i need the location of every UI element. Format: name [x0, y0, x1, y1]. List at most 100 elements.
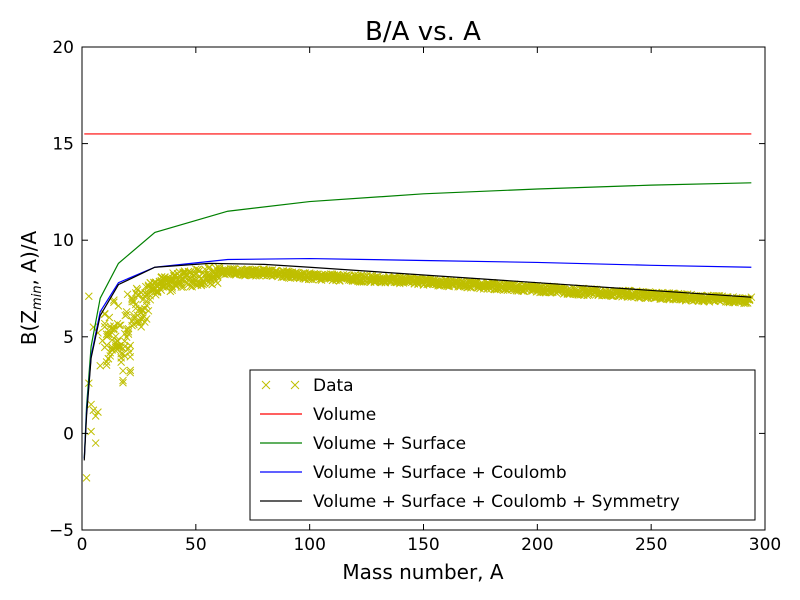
x-tick-label: 50 — [185, 535, 207, 555]
data-point — [261, 380, 271, 390]
data-point — [87, 400, 95, 409]
x-tick-label: 300 — [749, 535, 781, 555]
data-point — [125, 348, 134, 357]
data-point — [624, 286, 633, 295]
data-point — [157, 273, 166, 281]
data-point — [110, 296, 118, 304]
data-point — [747, 293, 756, 302]
data-point — [213, 279, 222, 288]
legend-box — [249, 369, 756, 521]
y-tick-label: 20 — [52, 38, 74, 58]
data-point — [290, 380, 300, 390]
data-point — [128, 297, 136, 306]
data-point — [670, 289, 678, 298]
data-point — [124, 330, 133, 338]
data-point — [96, 361, 105, 370]
data-point — [137, 288, 146, 297]
data-point — [87, 427, 95, 436]
data-point — [126, 341, 135, 350]
x-tick-label: 200 — [521, 535, 553, 555]
data-point — [715, 291, 724, 300]
legend-label: Volume — [313, 405, 376, 425]
y-tick-label: 0 — [63, 424, 74, 444]
legend-entry: Data — [261, 376, 354, 396]
data-point — [105, 313, 114, 322]
plot-frame — [81, 46, 766, 531]
data-point — [180, 267, 189, 275]
legend: Data Volume Volume + Surface Volume + Surfa… — [249, 369, 756, 521]
y-tick-label: 5 — [63, 328, 74, 348]
x-axis-label: Mass number, A — [342, 560, 503, 584]
data-point — [110, 324, 118, 333]
data-point — [100, 319, 109, 328]
y-tick-label: 10 — [52, 231, 74, 251]
data-point — [124, 327, 133, 336]
x-tick-label: 250 — [635, 535, 667, 555]
data-point — [119, 378, 127, 387]
data-point — [237, 265, 246, 274]
legend-entry: Volume + Surface — [260, 434, 466, 454]
data-point — [89, 323, 98, 331]
legend-label: Data — [313, 376, 354, 396]
x-tick-label: 0 — [77, 535, 88, 555]
data-point — [89, 406, 98, 415]
legend-label: Volume + Surface + Coulomb + Symmetry — [313, 492, 680, 512]
legend-entry: Volume + Surface + Coulomb + Symmetry — [260, 492, 680, 512]
data-point — [191, 265, 200, 274]
data-point — [84, 292, 93, 301]
line-series-volume-surface-coulomb-symmetry — [83, 262, 752, 461]
legend-entry: Volume + Surface + Coulomb — [260, 463, 567, 483]
data-point — [126, 368, 135, 377]
data-point — [110, 325, 118, 334]
scatter-series-data — [82, 263, 756, 482]
data-point — [107, 325, 116, 333]
data-point — [117, 349, 126, 358]
data-point — [116, 321, 125, 330]
data-point — [283, 267, 291, 275]
data-point — [137, 323, 146, 331]
data-point — [396, 273, 405, 281]
legend-entry: Volume — [260, 405, 376, 425]
data-point — [94, 408, 102, 417]
data-point — [205, 263, 214, 272]
data-point — [119, 376, 127, 385]
data-point — [112, 338, 121, 347]
data-point — [114, 302, 123, 310]
data-point — [117, 358, 126, 366]
data-point — [186, 268, 195, 277]
data-point — [111, 332, 120, 341]
data-point — [82, 473, 91, 482]
y-axis-label: B(Zmin, A)/A — [17, 231, 45, 346]
data-point — [91, 412, 100, 420]
data-point — [119, 344, 127, 353]
data-point — [305, 269, 314, 277]
plot-area — [82, 133, 756, 482]
data-point — [142, 315, 151, 323]
data-point — [102, 361, 111, 369]
y-axis-label-pre: B(Z — [17, 310, 41, 345]
data-point — [351, 271, 360, 279]
line-series-volume-surface — [83, 182, 752, 459]
data-point — [119, 366, 127, 375]
data-point — [214, 263, 223, 272]
data-point — [115, 321, 124, 330]
y-axis-label-sub: min — [30, 285, 45, 310]
data-point — [442, 275, 451, 284]
legend-label: Volume + Surface — [313, 434, 466, 454]
x-tick-label: 150 — [407, 535, 439, 555]
data-point — [169, 269, 177, 277]
y-tick-label: 15 — [52, 135, 74, 155]
data-point — [193, 265, 202, 274]
data-point — [121, 311, 130, 320]
data-point — [260, 265, 268, 274]
data-point — [110, 298, 118, 307]
chart-title: B/A vs. A — [365, 17, 481, 47]
data-point — [146, 278, 155, 287]
legend-label: Volume + Surface + Coulomb — [313, 463, 567, 483]
data-point — [126, 366, 135, 375]
y-axis-label-post: , A)/A — [17, 231, 41, 286]
data-point — [144, 306, 153, 315]
y-tick-label: −5 — [49, 521, 74, 541]
